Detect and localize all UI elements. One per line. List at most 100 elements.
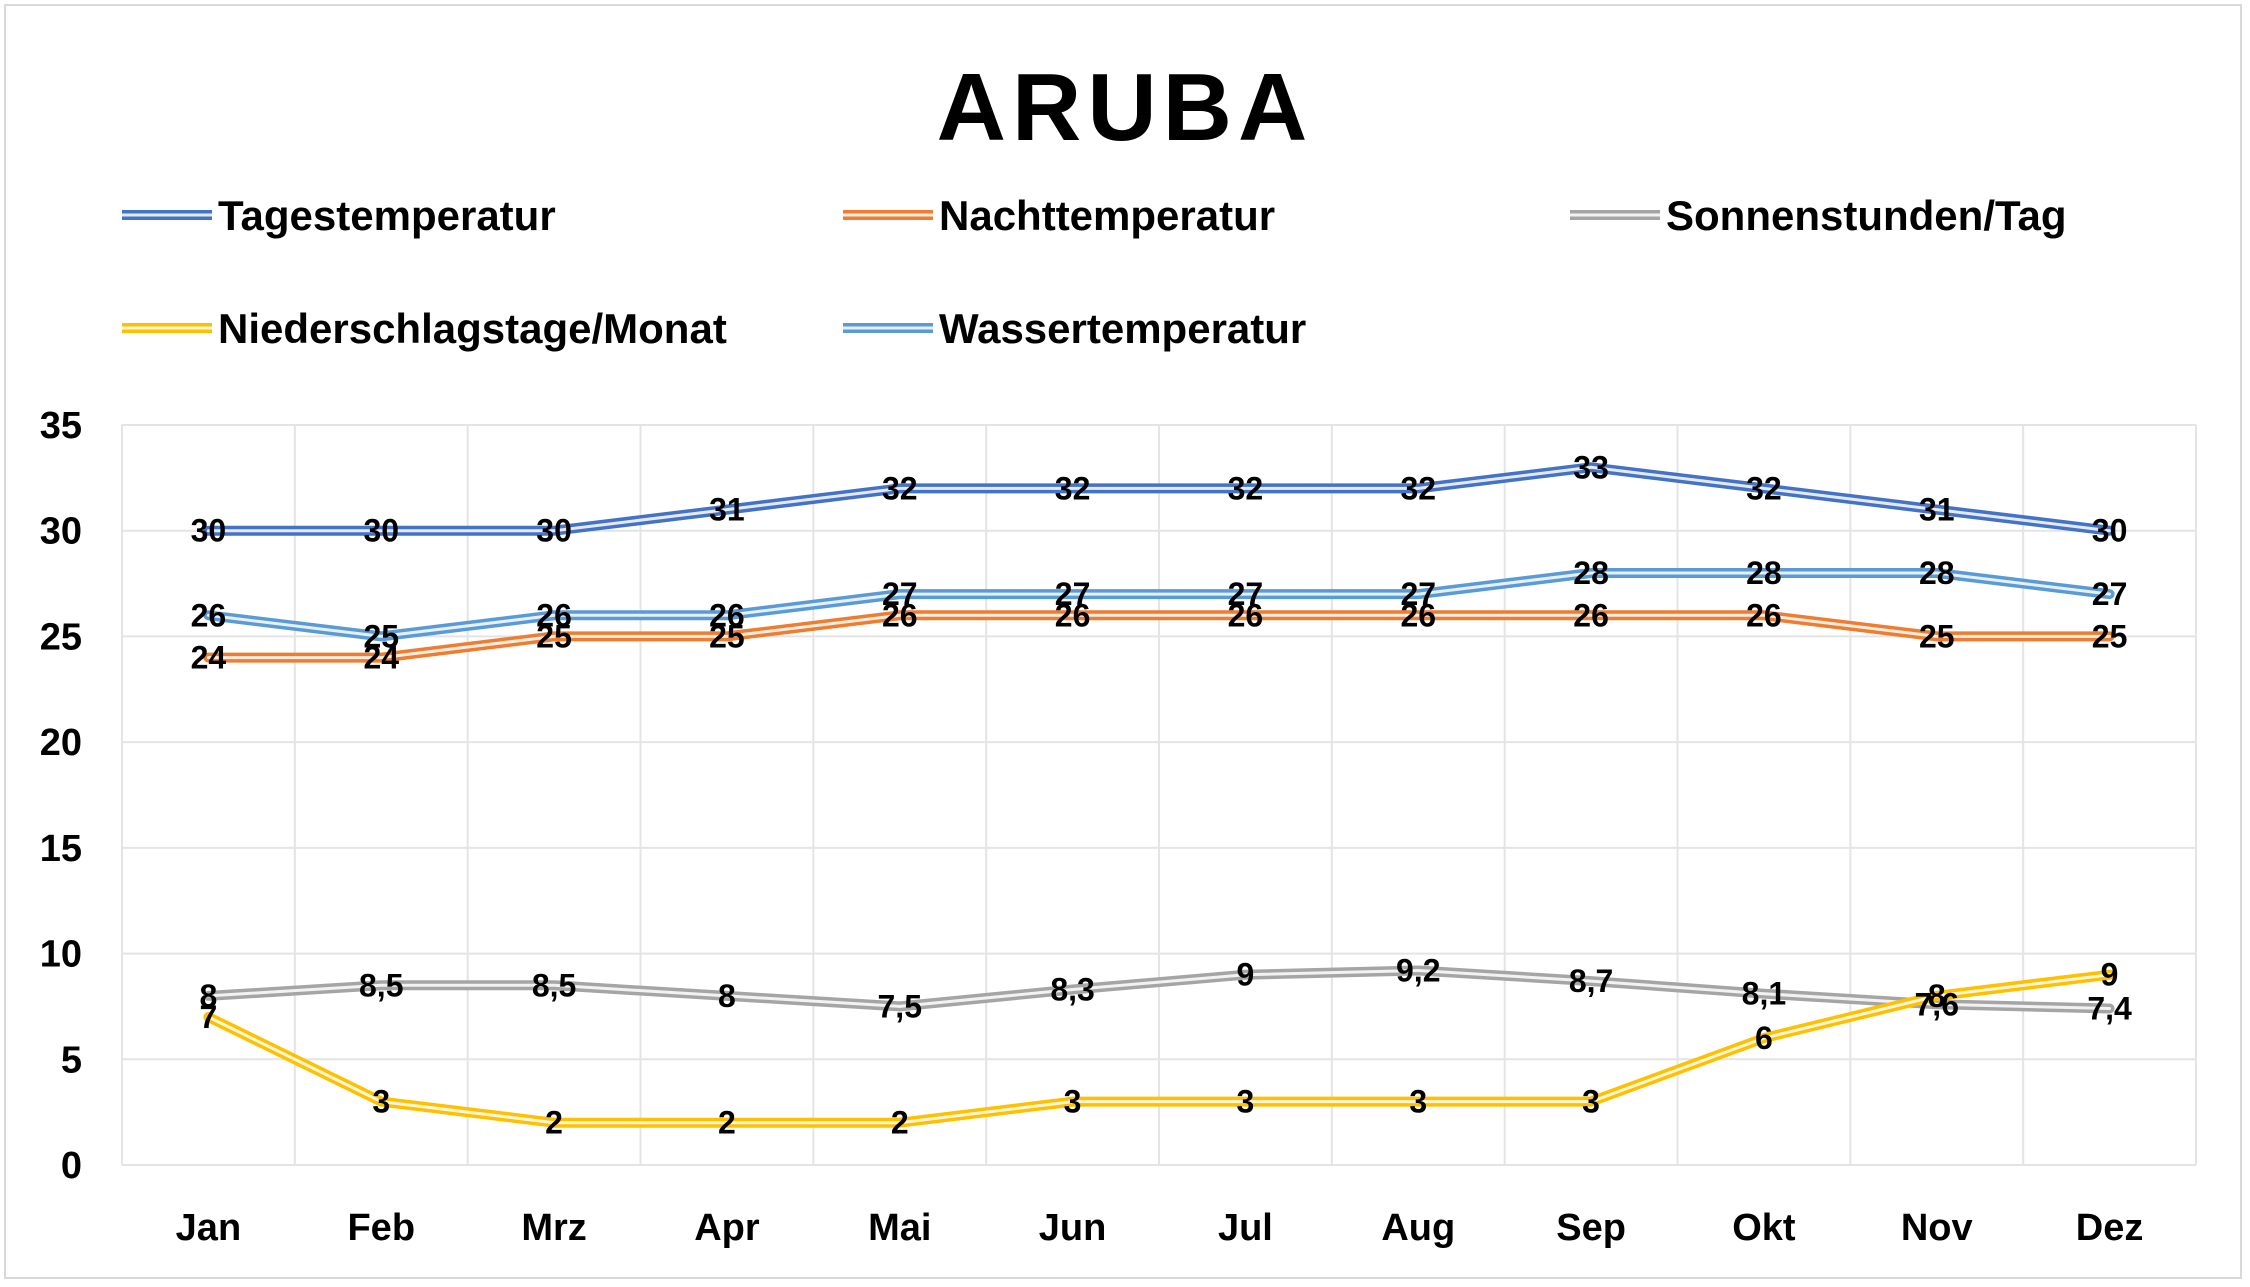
data-label: 3 [1064, 1084, 1082, 1120]
data-label: 28 [1919, 555, 1955, 591]
data-label: 9 [2101, 957, 2119, 993]
data-label: 30 [2092, 513, 2128, 549]
data-label: 26 [1228, 597, 1264, 633]
legend-label: Sonnenstunden/Tag [1666, 192, 2067, 239]
data-label: 3 [1409, 1084, 1427, 1120]
data-label: 25 [1919, 618, 1955, 654]
x-tick-label: Jun [1039, 1207, 1107, 1249]
data-label: 3 [1237, 1084, 1255, 1120]
data-label: 8,5 [359, 967, 403, 1003]
legend-item-2: Nachttemperatur [843, 192, 1275, 239]
x-tick-label: Jan [176, 1207, 241, 1249]
data-label: 27 [882, 576, 918, 612]
data-label: 31 [1919, 492, 1955, 528]
data-label: 6 [1755, 1020, 1773, 1056]
series-lines [203, 462, 2115, 1128]
data-label: 30 [536, 513, 572, 549]
data-label: 32 [1746, 470, 1782, 506]
x-tick-label: Apr [694, 1207, 760, 1249]
data-label: 3 [372, 1084, 390, 1120]
legend-label: Tagestemperatur [218, 192, 556, 239]
data-label: 30 [363, 513, 399, 549]
legend-label: Wassertemperatur [939, 305, 1306, 352]
legend-item-1: Tagestemperatur [122, 192, 556, 239]
chart-title: ARUBA [937, 54, 1314, 161]
series-line-2 [203, 610, 2115, 663]
data-label: 25 [2092, 618, 2128, 654]
data-label: 7,6 [1915, 986, 1959, 1022]
legend: Tagestemperatur Nachttemperatur Sonnenstun… [122, 192, 2067, 352]
data-label: 24 [363, 640, 399, 676]
data-label: 32 [1055, 470, 1091, 506]
x-tick-label: Mrz [521, 1207, 586, 1249]
data-label: 7 [200, 999, 218, 1035]
grid [121, 424, 2197, 1166]
data-label: 8 [200, 978, 218, 1014]
series-line-inner [206, 973, 2112, 1125]
data-label: 8 [718, 978, 736, 1014]
legend-item-4: Niederschlagstage/Monat [122, 305, 727, 352]
series-line-inner [206, 465, 2112, 533]
data-label: 8,1 [1742, 976, 1786, 1012]
data-label: 32 [882, 470, 918, 506]
data-label: 26 [709, 597, 745, 633]
chart-frame [4, 4, 2242, 1279]
data-label: 25 [709, 618, 745, 654]
data-label: 25 [363, 618, 399, 654]
data-label: 32 [1400, 470, 1436, 506]
data-label: 26 [536, 597, 572, 633]
data-label: 26 [191, 597, 227, 633]
x-tick-label: Sep [1556, 1207, 1626, 1249]
data-label: 8,3 [1050, 972, 1094, 1008]
y-tick-label: 35 [40, 405, 82, 447]
data-label: 25 [536, 618, 572, 654]
x-tick-label: Jul [1218, 1207, 1273, 1249]
series-line-inner [206, 969, 2112, 1010]
data-label: 8 [1928, 978, 1946, 1014]
data-label: 7,5 [878, 988, 922, 1024]
series-line-inner [206, 613, 2112, 660]
axes: 0 5 10 15 20 25 30 35 Jan Feb Mrz Apr Mai Jun Jul Aug Se… [40, 405, 2144, 1249]
series-line-4 [203, 969, 2115, 1128]
y-tick-label: 30 [40, 511, 82, 553]
data-label: 31 [709, 492, 745, 528]
data-label: 33 [1573, 449, 1609, 485]
data-label: 28 [1746, 555, 1782, 591]
x-tick-label: Okt [1732, 1207, 1796, 1249]
legend-item-3: Sonnenstunden/Tag [1570, 192, 2067, 239]
data-label: 26 [1400, 597, 1436, 633]
series-line-5 [203, 568, 2115, 642]
legend-label: Niederschlagstage/Monat [218, 305, 727, 352]
data-label: 27 [1228, 576, 1264, 612]
data-label: 26 [882, 597, 918, 633]
data-label: 26 [1746, 597, 1782, 633]
data-label: 26 [1055, 597, 1091, 633]
data-label: 8,7 [1569, 963, 1613, 999]
legend-label: Nachttemperatur [939, 192, 1275, 239]
data-label: 3 [1582, 1084, 1600, 1120]
data-label: 24 [191, 640, 227, 676]
series-line-1 [203, 462, 2115, 536]
data-label: 30 [191, 513, 227, 549]
data-label: 7,4 [2087, 991, 2132, 1027]
data-label: 2 [891, 1105, 909, 1141]
series-line-3 [203, 965, 2115, 1014]
data-label: 8,5 [532, 967, 576, 1003]
data-label: 2 [718, 1105, 736, 1141]
y-tick-label: 10 [40, 934, 82, 976]
data-label: 26 [1573, 597, 1609, 633]
x-tick-label: Mai [868, 1207, 931, 1249]
y-tick-label: 25 [40, 616, 82, 658]
y-tick-label: 15 [40, 828, 82, 870]
data-label: 28 [1573, 555, 1609, 591]
y-tick-label: 0 [61, 1145, 82, 1187]
y-tick-label: 5 [61, 1039, 82, 1081]
x-tick-label: Dez [2076, 1207, 2144, 1249]
data-label: 27 [2092, 576, 2128, 612]
data-label: 32 [1228, 470, 1264, 506]
series-line-inner [206, 571, 2112, 638]
data-label: 2 [545, 1105, 563, 1141]
data-label: 27 [1400, 576, 1436, 612]
